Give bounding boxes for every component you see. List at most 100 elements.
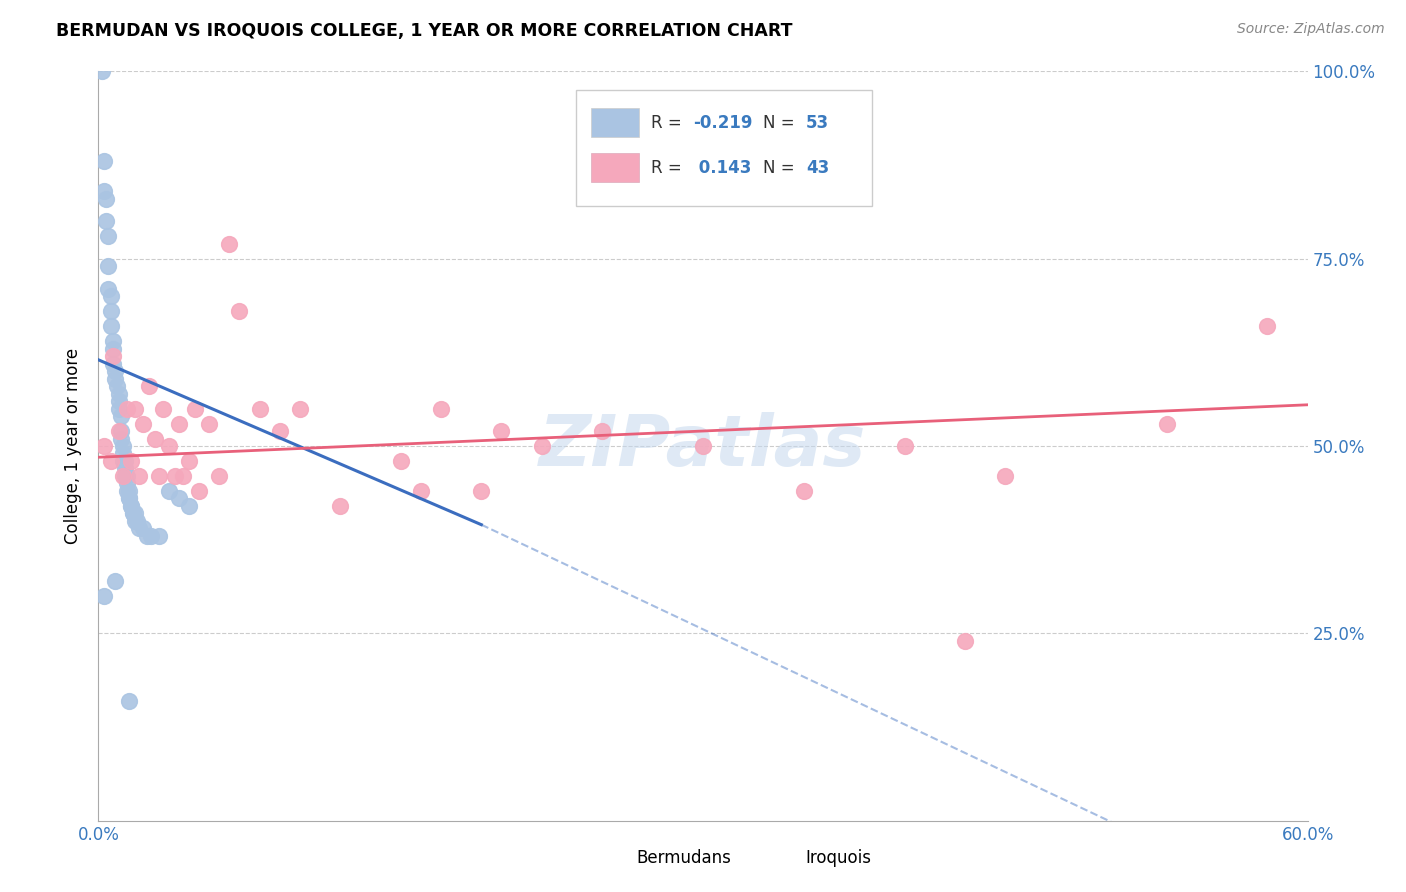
Point bbox=[115, 483, 138, 498]
Point bbox=[143, 432, 166, 446]
Text: 0.143: 0.143 bbox=[693, 159, 752, 177]
Text: ZIPatlas: ZIPatlas bbox=[540, 411, 866, 481]
Point bbox=[111, 454, 134, 468]
Point bbox=[100, 319, 122, 334]
Point bbox=[121, 507, 143, 521]
Point bbox=[100, 289, 122, 303]
Point bbox=[120, 499, 142, 513]
Point bbox=[179, 499, 201, 513]
Point bbox=[121, 507, 143, 521]
Point bbox=[148, 529, 170, 543]
Point bbox=[114, 469, 136, 483]
Point bbox=[132, 521, 155, 535]
Point bbox=[198, 417, 221, 431]
Point bbox=[128, 469, 150, 483]
Point bbox=[135, 529, 157, 543]
Point bbox=[430, 401, 453, 416]
Point bbox=[470, 483, 492, 498]
Point bbox=[118, 491, 141, 506]
Point bbox=[107, 401, 129, 416]
FancyBboxPatch shape bbox=[591, 153, 638, 181]
Point bbox=[124, 401, 146, 416]
Point bbox=[138, 379, 160, 393]
Point bbox=[157, 439, 180, 453]
Point bbox=[163, 469, 186, 483]
Point bbox=[100, 454, 122, 468]
Point bbox=[994, 469, 1017, 483]
Point bbox=[128, 521, 150, 535]
Point bbox=[288, 401, 311, 416]
Point bbox=[107, 394, 129, 409]
Point bbox=[111, 439, 134, 453]
Point bbox=[893, 439, 915, 453]
Point bbox=[530, 439, 553, 453]
Point bbox=[111, 446, 134, 460]
Point bbox=[120, 454, 142, 468]
Point bbox=[167, 491, 190, 506]
Point bbox=[107, 386, 129, 401]
Text: -0.219: -0.219 bbox=[693, 114, 752, 132]
FancyBboxPatch shape bbox=[591, 108, 638, 136]
Point bbox=[114, 454, 136, 468]
Point bbox=[269, 424, 291, 438]
Point bbox=[97, 282, 120, 296]
Point bbox=[208, 469, 231, 483]
Point bbox=[103, 371, 125, 385]
Text: 43: 43 bbox=[806, 159, 830, 177]
Point bbox=[148, 469, 170, 483]
Point bbox=[115, 401, 138, 416]
Point bbox=[101, 342, 124, 356]
Point bbox=[172, 469, 194, 483]
Point bbox=[793, 483, 815, 498]
Point bbox=[91, 64, 114, 78]
Point bbox=[167, 417, 190, 431]
Text: Source: ZipAtlas.com: Source: ZipAtlas.com bbox=[1237, 22, 1385, 37]
Point bbox=[100, 304, 122, 318]
Point bbox=[132, 417, 155, 431]
Point bbox=[124, 514, 146, 528]
Point bbox=[124, 507, 146, 521]
Point bbox=[118, 483, 141, 498]
Point bbox=[111, 469, 134, 483]
Point bbox=[491, 424, 513, 438]
Point bbox=[118, 694, 141, 708]
Point bbox=[107, 424, 129, 438]
Point bbox=[115, 476, 138, 491]
Point bbox=[97, 229, 120, 244]
Text: Bermudans: Bermudans bbox=[637, 849, 731, 867]
Point bbox=[101, 334, 124, 348]
Point bbox=[114, 461, 136, 475]
Text: N =: N = bbox=[763, 159, 800, 177]
Text: 53: 53 bbox=[806, 114, 830, 132]
Point bbox=[101, 349, 124, 363]
Point bbox=[218, 236, 240, 251]
Point bbox=[110, 409, 132, 423]
Point bbox=[409, 483, 432, 498]
Point bbox=[1256, 319, 1278, 334]
Point bbox=[591, 424, 613, 438]
Point bbox=[953, 633, 976, 648]
Text: R =: R = bbox=[651, 114, 688, 132]
Text: Iroquois: Iroquois bbox=[806, 849, 872, 867]
Text: N =: N = bbox=[763, 114, 800, 132]
Point bbox=[105, 379, 128, 393]
Point bbox=[97, 259, 120, 273]
Point bbox=[389, 454, 412, 468]
Point bbox=[110, 424, 132, 438]
Point bbox=[93, 589, 115, 603]
Point bbox=[93, 184, 115, 198]
FancyBboxPatch shape bbox=[576, 90, 872, 206]
Point bbox=[329, 499, 352, 513]
Point bbox=[120, 499, 142, 513]
Point bbox=[101, 357, 124, 371]
Point bbox=[96, 192, 118, 206]
Point bbox=[139, 529, 162, 543]
Point bbox=[228, 304, 250, 318]
Point bbox=[103, 574, 125, 588]
Point bbox=[188, 483, 211, 498]
FancyBboxPatch shape bbox=[745, 847, 794, 871]
Point bbox=[110, 432, 132, 446]
Point bbox=[103, 364, 125, 378]
FancyBboxPatch shape bbox=[576, 847, 624, 871]
Point bbox=[125, 514, 148, 528]
